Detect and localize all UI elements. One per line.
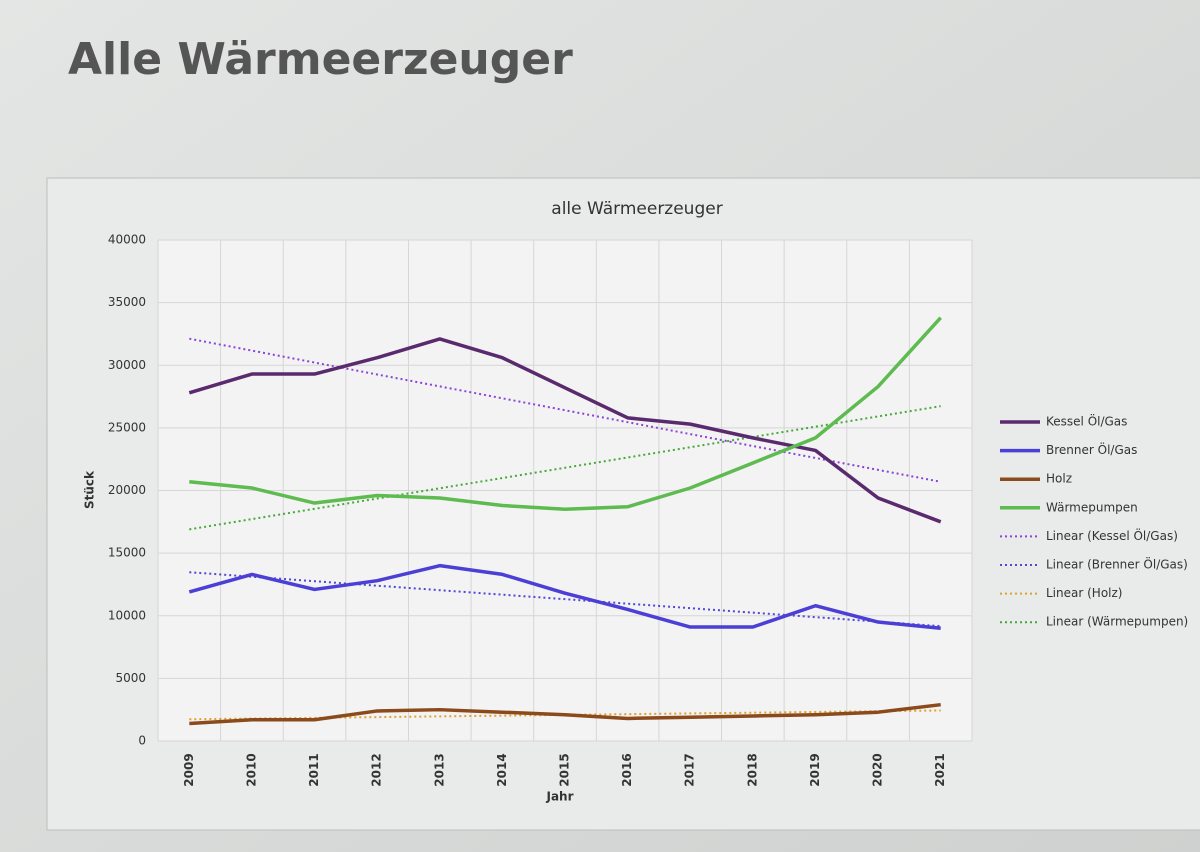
series-line	[188, 337, 942, 524]
legend-label: Linear (Holz)	[1046, 586, 1122, 600]
x-tick-label: 2013	[432, 753, 446, 786]
x-tick-label: 2018	[745, 753, 759, 786]
x-tick-label: 2015	[558, 753, 572, 786]
trendline	[189, 571, 941, 628]
x-tick-label: 2016	[620, 753, 634, 786]
y-tick-label: 20000	[108, 483, 146, 497]
legend-label: Kessel Öl/Gas	[1046, 413, 1127, 429]
y-tick-label: 25000	[108, 420, 146, 434]
slide-title: Alle Wärmeerzeuger	[68, 34, 573, 85]
series-line	[189, 316, 942, 512]
trendline	[189, 405, 941, 531]
x-tick-label: 2014	[495, 753, 509, 786]
y-tick-label: 15000	[108, 546, 146, 560]
y-tick-label: 40000	[108, 233, 146, 247]
y-axis-label: Stück	[83, 470, 97, 509]
x-tick-label: 2019	[808, 753, 822, 786]
legend-label: Wärmepumpen	[1046, 500, 1138, 514]
y-tick-label: 30000	[108, 358, 146, 372]
x-tick-label: 2021	[933, 753, 947, 786]
x-tick-label: 2017	[683, 753, 697, 786]
x-tick-label: 2020	[871, 753, 885, 786]
x-tick-label: 2011	[307, 753, 321, 786]
y-tick-label: 10000	[108, 608, 146, 622]
x-axis-label: Jahr	[545, 790, 573, 804]
legend-label: Linear (Kessel Öl/Gas)	[1046, 527, 1178, 543]
y-tick-label: 0	[138, 734, 146, 748]
x-tick-label: 2010	[244, 753, 258, 786]
legend-label: Linear (Brenner Öl/Gas)	[1046, 556, 1188, 572]
series-line	[189, 702, 941, 726]
legend-label: Linear (Wärmepumpen)	[1046, 615, 1188, 629]
x-tick-label: 2009	[182, 753, 196, 786]
y-tick-label: 5000	[115, 671, 146, 685]
x-tick-label: 2012	[370, 753, 384, 786]
legend-label: Brenner Öl/Gas	[1046, 441, 1137, 457]
legend-label: Holz	[1046, 472, 1072, 486]
series-line	[188, 563, 941, 631]
y-tick-label: 35000	[108, 295, 146, 309]
chart-title: alle Wärmeerzeuger	[551, 199, 722, 219]
